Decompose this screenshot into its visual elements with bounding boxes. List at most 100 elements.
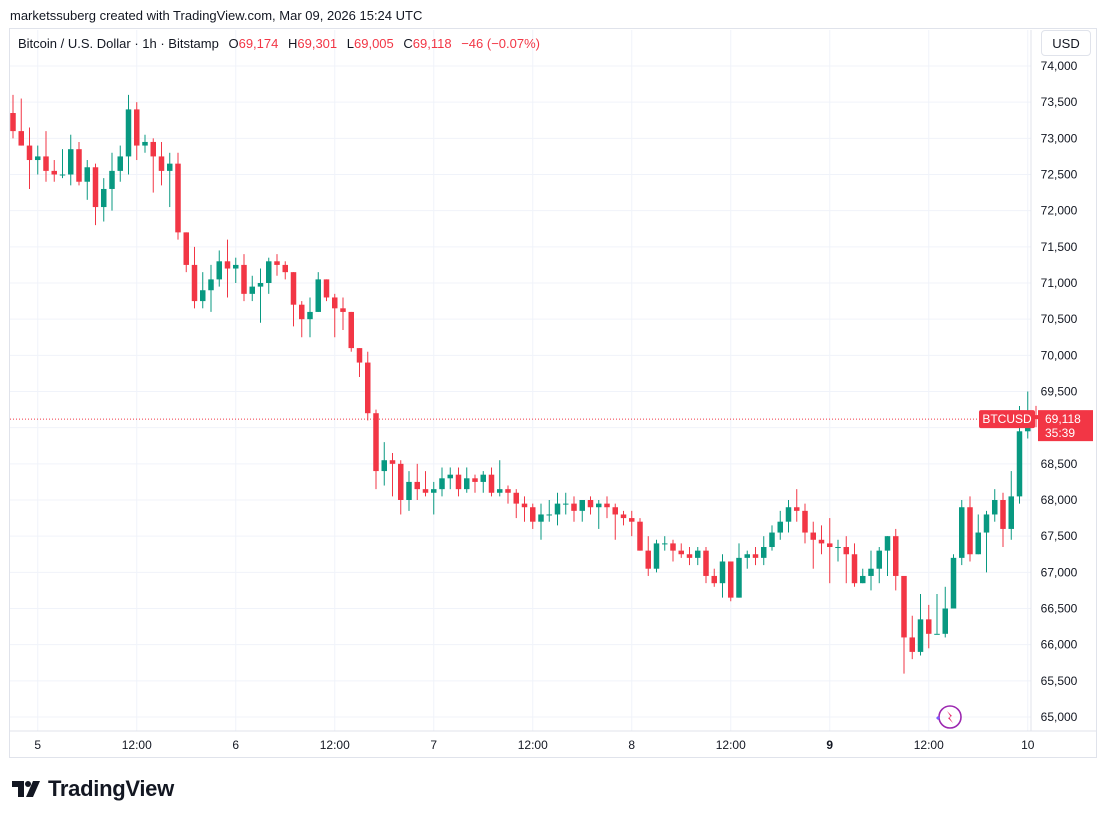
candle <box>257 268 264 323</box>
candle-body <box>917 619 924 652</box>
sparkle-icon[interactable] <box>936 705 962 729</box>
candle <box>612 503 618 540</box>
tradingview-logo[interactable]: TradingView <box>12 776 174 802</box>
candle <box>851 543 858 587</box>
candle <box>728 561 734 602</box>
candle-body <box>18 131 24 146</box>
candle <box>51 160 57 182</box>
currency-button[interactable]: USD <box>1041 30 1091 56</box>
candle <box>992 489 998 522</box>
candle <box>785 500 792 533</box>
candle <box>917 594 924 656</box>
candle-body <box>546 514 552 516</box>
candle-body <box>249 286 255 294</box>
time-axis: 5 12:00 6 12:00 7 12:00 8 12:00 9 12:00 10 <box>10 730 1097 752</box>
price-tick-label: 72,000 <box>1041 204 1078 218</box>
high-value: 69,301 <box>297 36 338 51</box>
candle <box>752 547 759 566</box>
candle-body <box>224 261 231 269</box>
candle-body <box>488 474 495 493</box>
candle-body <box>728 561 734 598</box>
candle-body <box>290 272 297 305</box>
candle-body <box>455 474 462 490</box>
candle <box>1033 405 1039 428</box>
bar-countdown-label: 35:39 <box>1045 426 1075 440</box>
candle-body <box>802 510 808 533</box>
candle <box>480 471 486 493</box>
candle-body <box>513 492 519 504</box>
candle <box>530 503 536 529</box>
candle <box>802 503 808 544</box>
candle-body <box>860 575 866 584</box>
candle-body <box>59 174 66 176</box>
candle <box>249 275 255 302</box>
candle <box>777 510 783 540</box>
candle <box>678 543 684 558</box>
candle-body <box>200 290 206 302</box>
candle <box>68 134 74 186</box>
candle <box>521 496 528 522</box>
candle <box>554 492 561 526</box>
price-tag: BTCUSD 69,118 35:39 <box>979 410 1093 442</box>
high-label: H <box>287 36 298 51</box>
candle-body <box>637 521 643 551</box>
candle-body <box>530 507 536 522</box>
candle <box>158 141 165 186</box>
candle-body <box>818 539 825 544</box>
price-tick-label: 65,000 <box>1041 710 1078 724</box>
candle-body <box>257 283 264 287</box>
candle-body <box>299 304 305 320</box>
candle-body <box>884 536 891 551</box>
candle-body <box>373 413 379 472</box>
candle-body <box>587 500 594 508</box>
candle-body <box>315 279 321 312</box>
change-value: −46 (−0.07%) <box>461 36 540 51</box>
candle-body <box>612 507 618 515</box>
candle-body <box>422 489 429 493</box>
candle-body <box>752 554 759 558</box>
candle-body <box>497 489 503 493</box>
candle <box>323 279 330 302</box>
candle-body <box>51 170 57 175</box>
candle <box>645 536 651 576</box>
candles <box>10 94 1039 674</box>
candle-body <box>785 507 792 522</box>
candle <box>959 500 965 566</box>
candle <box>942 586 948 638</box>
candle-body <box>959 507 965 558</box>
candle-body <box>158 156 165 171</box>
candle-body <box>554 503 561 515</box>
candle-body <box>431 489 437 493</box>
candle <box>975 514 981 555</box>
price-tick-label: 68,500 <box>1041 457 1078 471</box>
candle-body <box>332 297 338 309</box>
price-tick-label: 70,500 <box>1041 312 1078 326</box>
candle-body <box>109 170 115 189</box>
time-tick-label: 12:00 <box>914 738 944 752</box>
price-tick-label: 73,000 <box>1041 131 1078 145</box>
candle <box>455 467 462 497</box>
candle-body <box>26 145 33 161</box>
candle-body <box>348 311 354 349</box>
candle <box>208 264 214 312</box>
candle-body <box>893 536 899 576</box>
candle-body <box>365 362 371 414</box>
candle <box>934 594 940 635</box>
candle <box>1008 471 1014 540</box>
candle <box>950 554 957 609</box>
candle-body <box>1033 415 1039 420</box>
low-label: L <box>346 36 354 51</box>
candle-body <box>695 550 701 558</box>
candle-body <box>183 232 189 265</box>
candle <box>282 261 288 280</box>
candle-body <box>191 264 198 302</box>
candle <box>761 536 767 566</box>
candle <box>299 301 305 338</box>
candle <box>175 152 181 240</box>
candle-body <box>266 261 272 283</box>
chart-frame <box>9 28 1097 758</box>
candle-body <box>719 561 726 584</box>
symbol-description[interactable]: Bitcoin / U.S. Dollar · 1h · Bitstamp <box>18 36 219 51</box>
price-tick-label: 71,000 <box>1041 276 1078 290</box>
